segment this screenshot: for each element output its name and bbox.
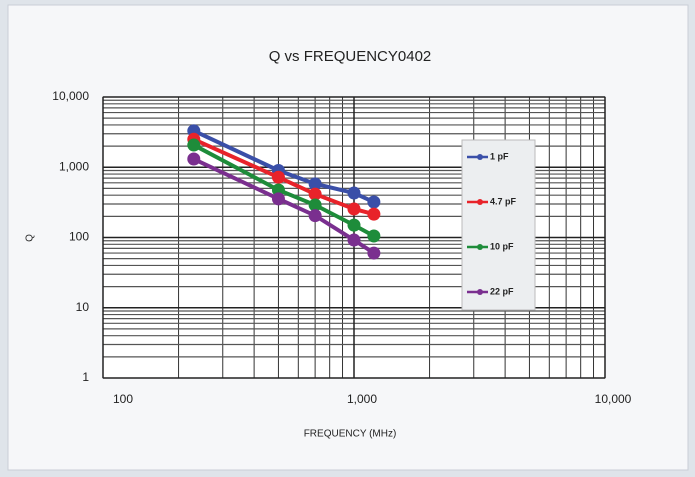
y-tick-label: 1 <box>82 370 89 384</box>
legend-label: 4.7 pF <box>490 196 517 206</box>
legend-label: 10 pF <box>490 241 514 251</box>
data-point <box>347 218 361 232</box>
x-tick-label: 1,000 <box>347 392 377 406</box>
data-point <box>271 183 285 197</box>
data-point <box>347 233 361 247</box>
data-point <box>367 229 381 243</box>
y-axis-label: Q <box>25 234 36 242</box>
grid <box>102 96 606 379</box>
x-axis-label: FREQUENCY (MHz) <box>304 429 397 440</box>
data-point <box>308 209 322 223</box>
data-point <box>271 192 285 206</box>
data-point <box>367 195 381 209</box>
data-point <box>308 177 322 191</box>
legend-box <box>461 139 536 311</box>
legend-label: 1 pF <box>490 151 509 161</box>
legend-marker <box>477 289 483 295</box>
legend-marker <box>477 244 483 250</box>
data-point <box>187 152 201 166</box>
series-layer <box>187 124 381 260</box>
y-tick-label: 10,000 <box>52 89 89 103</box>
data-point <box>347 202 361 216</box>
data-point <box>367 207 381 221</box>
data-point <box>308 198 322 212</box>
data-point <box>308 187 322 201</box>
legend-marker <box>477 154 483 160</box>
data-point <box>187 138 201 152</box>
chart-title: Q vs FREQUENCY0402 <box>269 48 432 65</box>
x-tick-label: 100 <box>113 392 133 406</box>
x-tick-label: 10,000 <box>595 392 632 406</box>
legend-label: 22 pF <box>490 286 514 296</box>
data-point <box>347 186 361 200</box>
legend-marker <box>477 199 483 205</box>
data-point <box>271 170 285 184</box>
y-tick-label: 10 <box>76 300 90 314</box>
y-tick-label: 1,000 <box>59 159 89 173</box>
data-point <box>367 246 381 260</box>
y-tick-label: 100 <box>69 230 89 244</box>
legend: 1 pF 4.7 pF 10 pF 22 pF <box>461 139 536 311</box>
